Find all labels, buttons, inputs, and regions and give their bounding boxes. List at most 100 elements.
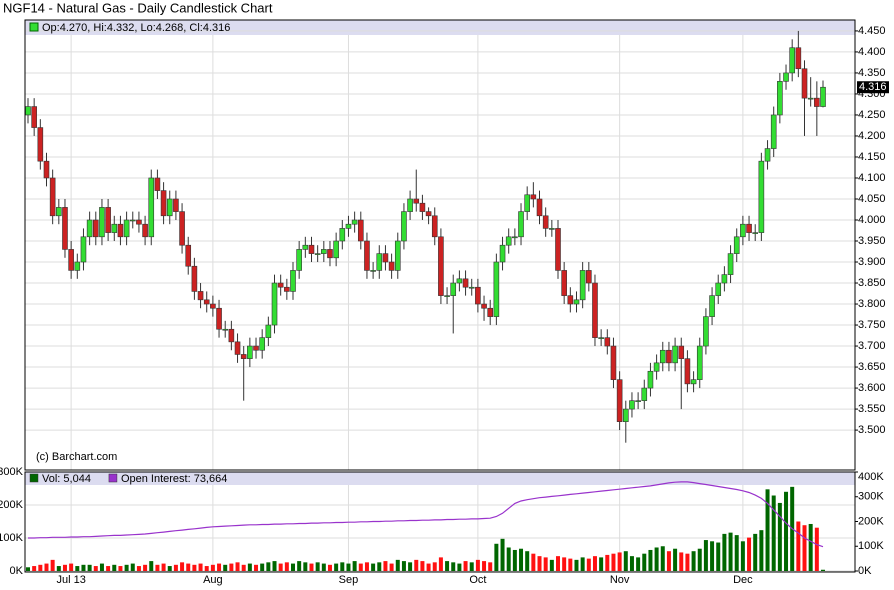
y-tick-label: 3.600 xyxy=(858,382,886,394)
volume-bar xyxy=(438,557,443,571)
candle-body xyxy=(475,286,481,305)
candle-body xyxy=(345,223,352,229)
volume-bar xyxy=(260,563,265,571)
x-tick-label: Oct xyxy=(469,574,486,586)
candle-body xyxy=(62,207,68,250)
candle-body xyxy=(259,337,265,351)
candle-body xyxy=(247,345,253,359)
volume-bar xyxy=(266,562,271,571)
candle-body xyxy=(616,379,623,422)
candle-body xyxy=(746,223,752,233)
candle-body xyxy=(530,194,537,200)
volume-bar xyxy=(210,564,215,571)
volume-bar xyxy=(445,561,450,571)
candle-body xyxy=(407,198,413,212)
volume-bar xyxy=(93,566,98,571)
y-tick-label: 3.700 xyxy=(858,340,886,352)
volume-bar xyxy=(62,564,67,571)
volume-bar xyxy=(112,564,117,571)
candle-body xyxy=(659,349,666,364)
candle-body xyxy=(777,81,783,116)
volume-bar xyxy=(568,558,573,571)
candle-body xyxy=(382,253,389,263)
y-tick-label: 3.800 xyxy=(858,298,886,310)
candle-body xyxy=(370,270,376,272)
volume-bar xyxy=(383,561,388,571)
volume-bar xyxy=(297,561,302,571)
volume-bar xyxy=(759,530,764,571)
volume-bar xyxy=(136,566,141,571)
candle-body xyxy=(56,207,62,217)
y2-tick-label: 0K xyxy=(10,565,24,577)
y-tick-label: 3.850 xyxy=(858,277,886,289)
volume-bar xyxy=(81,564,86,571)
candle-body xyxy=(604,337,611,347)
volume-bar xyxy=(808,523,813,571)
legend-swatch xyxy=(108,473,118,483)
x-tick-label: Jul 13 xyxy=(56,574,85,586)
y-tick-label: 4.350 xyxy=(858,67,886,79)
candle-body xyxy=(641,387,648,401)
volume-bar xyxy=(666,551,671,571)
volume-bar xyxy=(765,489,770,571)
candle-body xyxy=(715,282,722,296)
volume-header xyxy=(25,472,855,485)
volume-bar xyxy=(186,563,191,571)
candle-body xyxy=(136,219,142,225)
candle-body xyxy=(684,358,691,385)
volume-bar xyxy=(118,566,123,571)
volume-bar xyxy=(130,563,135,571)
volume-bar xyxy=(192,564,197,571)
volume-bar xyxy=(654,547,659,571)
volume-bar xyxy=(592,556,597,571)
candle-body xyxy=(413,198,420,204)
candle-body xyxy=(567,295,574,305)
candle-body xyxy=(487,307,494,317)
volume-bar xyxy=(155,564,160,571)
price-label-box xyxy=(857,81,889,94)
candle-body xyxy=(111,223,118,233)
candle-body xyxy=(561,270,567,296)
candle-body xyxy=(314,253,321,255)
candle-body xyxy=(678,345,685,359)
candle-body xyxy=(438,236,444,296)
volume-bar xyxy=(358,563,363,571)
candle-body xyxy=(357,219,364,242)
volume-bar xyxy=(691,551,696,571)
volume-bar xyxy=(703,540,708,571)
candle-body xyxy=(166,198,173,217)
candle-body xyxy=(493,261,500,317)
volume-bar xyxy=(56,566,61,571)
volume-bar xyxy=(500,538,505,571)
volume-bar xyxy=(315,562,320,571)
volume-bar xyxy=(814,527,819,571)
volume-bar xyxy=(506,547,511,571)
candle-body xyxy=(43,160,50,179)
candle-body xyxy=(696,345,703,380)
candle-body xyxy=(666,349,672,364)
volume-bar xyxy=(457,563,462,571)
volume-bar xyxy=(69,563,74,571)
candle-body xyxy=(542,215,549,229)
volume-bar xyxy=(623,551,628,571)
volume-bar xyxy=(556,556,560,571)
y2-tick-label: 200K xyxy=(0,499,24,511)
candle-body xyxy=(321,249,327,254)
plot-layer: 3.500 3.550 3.600 3.650 3.700 3.750 3.800 3.850… xyxy=(0,25,889,586)
volume-bar xyxy=(642,553,647,571)
x-tick-label: Nov xyxy=(610,574,630,586)
volume-bar xyxy=(106,566,111,571)
candle-body xyxy=(468,286,475,289)
y-tick-label: 4.150 xyxy=(858,151,886,163)
candle-body xyxy=(148,177,155,238)
volume-bar xyxy=(291,563,295,571)
y-tick-label: 4.200 xyxy=(858,130,886,142)
y-tick-label: 3.950 xyxy=(858,235,886,247)
candle-body xyxy=(277,282,284,288)
candle-body xyxy=(68,249,74,271)
candle-body xyxy=(789,47,795,74)
candle-body xyxy=(703,316,709,347)
candle-body xyxy=(234,341,241,355)
y-tick-label: 3.650 xyxy=(858,361,886,373)
